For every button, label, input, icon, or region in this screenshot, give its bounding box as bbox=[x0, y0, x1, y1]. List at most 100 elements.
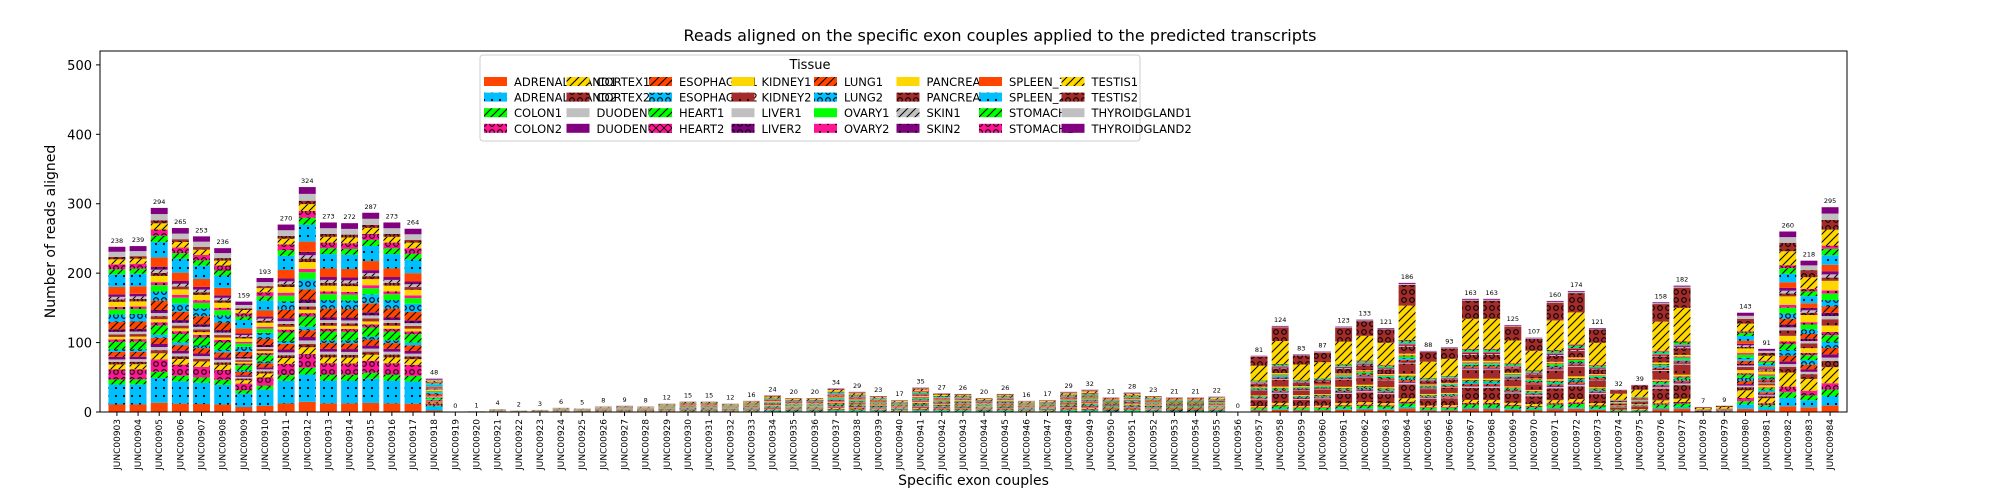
bar-segment-heart1 bbox=[1821, 335, 1839, 342]
bar-segment-kidney1 bbox=[1758, 385, 1776, 388]
bar-segment-ovary1 bbox=[1419, 385, 1437, 387]
bar-segment-ovary1 bbox=[1102, 403, 1120, 404]
bar-segment-ovary1 bbox=[235, 343, 253, 347]
bar-segment-colon2 bbox=[1758, 403, 1776, 406]
bar-segment-pancreas1 bbox=[235, 338, 253, 342]
bar-segment-kidney1 bbox=[1462, 378, 1479, 381]
bar-segment-pancreas2 bbox=[1610, 400, 1628, 402]
bar-stack-JUNC00946 bbox=[1017, 400, 1035, 412]
bar-segment-duodenum1 bbox=[404, 353, 422, 357]
bar-stack-JUNC00933 bbox=[742, 400, 760, 412]
bar-segment-liver1 bbox=[341, 320, 359, 324]
bar-segment-duodenum1 bbox=[1652, 387, 1670, 389]
bar-segment-adrenalgland2 bbox=[1123, 410, 1141, 412]
bar-segment-colon2 bbox=[1208, 409, 1226, 411]
bar-segment-ovary2 bbox=[108, 306, 126, 310]
bar-segment-duodenum1 bbox=[1356, 391, 1374, 393]
bar-segment-cortex1 bbox=[1144, 409, 1162, 410]
bar-segment-cortex2 bbox=[1419, 399, 1437, 406]
bar-segment-stomach2 bbox=[1440, 375, 1458, 377]
legend-item-testis1: TESTIS1 bbox=[1061, 75, 1138, 89]
bar-total-label: 159 bbox=[238, 292, 250, 300]
bar-segment-testis2 bbox=[1567, 293, 1585, 313]
bar-segment-ovary1 bbox=[150, 285, 168, 292]
legend-swatch bbox=[484, 77, 507, 86]
bar-segment-thyroidgland2 bbox=[129, 246, 147, 252]
bar-segment-duodenum1 bbox=[171, 353, 189, 357]
bar-segment-esophagus1 bbox=[298, 330, 316, 338]
bar-segment-stomach2 bbox=[764, 397, 782, 399]
bar-segment-esophagus1 bbox=[1419, 396, 1437, 398]
legend-label: KIDNEY1 bbox=[762, 75, 812, 89]
bar-segment-liver2 bbox=[1398, 361, 1416, 363]
bar-segment-adrenalgland1 bbox=[214, 404, 232, 412]
bar-segment-duodenum1 bbox=[150, 347, 168, 351]
bar-segment-lung1 bbox=[425, 393, 443, 396]
x-tick-label: JUNC00982 bbox=[1784, 419, 1794, 471]
bar-segment-esophagus2 bbox=[1123, 405, 1141, 407]
bar-segment-pancreas2 bbox=[1419, 381, 1437, 385]
bar-segment-colon1 bbox=[1673, 403, 1691, 407]
bar-segment-skin1 bbox=[298, 255, 316, 259]
legend-swatch bbox=[896, 123, 920, 133]
bar-segment-lung1 bbox=[319, 308, 337, 318]
bar-segment-adrenalgland2 bbox=[108, 384, 126, 405]
bar-segment-spleen_1 bbox=[319, 268, 337, 278]
bar-segment-spleen_2 bbox=[129, 273, 147, 287]
bar-segment-spleen_2 bbox=[1758, 363, 1776, 367]
bar-segment-kidney1 bbox=[1144, 405, 1162, 406]
legend-label: TESTIS2 bbox=[1091, 91, 1139, 105]
bar-segment-lung2 bbox=[129, 313, 147, 322]
bar-segment-liver1 bbox=[1398, 362, 1416, 364]
bar-segment-heart2 bbox=[827, 403, 845, 404]
bar-segment-ovary1 bbox=[1250, 387, 1268, 389]
bar-segment-stomach2 bbox=[1758, 360, 1776, 362]
bar-segment-stomach2 bbox=[933, 395, 951, 397]
bar-total-label: 270 bbox=[280, 215, 292, 223]
bar-segment-cortex2 bbox=[1335, 393, 1353, 403]
bar-segment-duodenum1 bbox=[277, 352, 295, 356]
bar-segment-duodenum2 bbox=[235, 375, 253, 377]
bar-segment-heart1 bbox=[1398, 376, 1416, 379]
bar-segment-esophagus1 bbox=[933, 406, 951, 408]
bar-segment-skin1 bbox=[1673, 347, 1691, 349]
bar-segment-duodenum2 bbox=[383, 348, 401, 352]
bar-segment-kidney2 bbox=[235, 360, 253, 362]
bar-segment-skin1 bbox=[425, 388, 443, 390]
bar-segment-thyroidgland2 bbox=[1567, 291, 1585, 293]
bar-segment-pancreas2 bbox=[1271, 368, 1289, 374]
bar-segment-spleen_1 bbox=[1673, 345, 1691, 347]
bar-segment-duodenum2 bbox=[298, 337, 316, 341]
bar-segment-spleen_1 bbox=[848, 396, 866, 398]
bar-segment-liver1 bbox=[171, 322, 189, 326]
bar-segment-skin1 bbox=[129, 296, 147, 299]
bar-segment-testis2 bbox=[1588, 329, 1606, 343]
bar-segment-testis2 bbox=[235, 308, 253, 310]
bar-segment-thyroidgland2 bbox=[1821, 207, 1839, 214]
bar-segment-cortex2 bbox=[764, 408, 782, 410]
bar-segment-esophagus1 bbox=[1483, 384, 1501, 386]
bar-segment-stomach2 bbox=[869, 398, 887, 399]
bar-segment-ovary1 bbox=[996, 401, 1014, 403]
bar-segment-heart1 bbox=[298, 316, 316, 327]
bar-segment-lung2 bbox=[1800, 329, 1818, 334]
bar-segment-testis2 bbox=[1525, 338, 1543, 351]
bar-segment-kidney2 bbox=[1165, 405, 1183, 406]
bar-segment-testis2 bbox=[256, 286, 274, 289]
bar-segment-esophagus2 bbox=[129, 349, 147, 352]
bar-stack-JUNC00974 bbox=[1610, 389, 1628, 412]
bar-segment-kidney2 bbox=[362, 318, 380, 322]
bar-segment-adrenalgland1 bbox=[1440, 410, 1458, 412]
bar-segment-esophagus2 bbox=[298, 326, 316, 331]
bar-segment-ovary2 bbox=[277, 292, 295, 296]
x-tick-label: JUNC00904 bbox=[134, 419, 144, 471]
bar-segment-esophagus2 bbox=[1356, 387, 1374, 390]
bar-segment-ovary1 bbox=[171, 297, 189, 304]
bar-segment-testis2 bbox=[1356, 321, 1374, 336]
bar-segment-pancreas2 bbox=[150, 272, 168, 276]
bar-segment-stomach2 bbox=[1821, 245, 1839, 249]
legend-swatch bbox=[649, 92, 672, 102]
bar-segment-cortex1 bbox=[1356, 402, 1374, 405]
bar-segment-pancreas2 bbox=[1525, 374, 1543, 379]
